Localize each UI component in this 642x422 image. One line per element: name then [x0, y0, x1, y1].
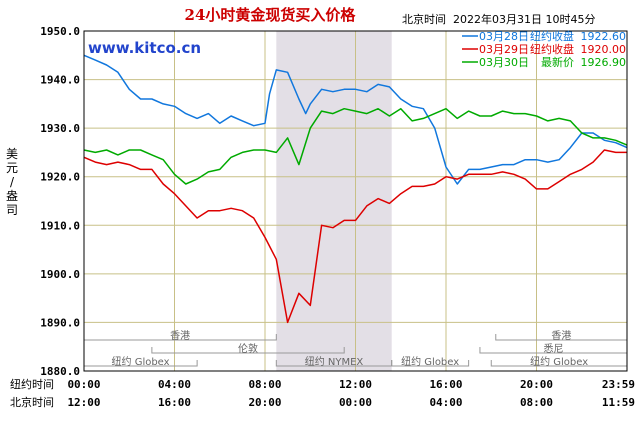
legend-caption: 最新价 [541, 55, 574, 69]
x-tick-label-bj: 04:00 [429, 396, 462, 409]
market-session-label: 纽约 Globex [112, 355, 170, 368]
x-tick-labels: 00:00 12:00 04:00 16:00 08:00 20:00 12:00 00:00… [67, 378, 635, 409]
legend-caption: 纽约收盘 [530, 29, 574, 43]
market-session-label: 纽约 Globex [401, 355, 459, 368]
market-session-label: 悉尼 [543, 343, 563, 355]
y-tick-label: 1910.0 [40, 219, 80, 232]
market-session-label: 纽约 NYMEX [305, 355, 364, 368]
market-session-label: 香港 [170, 330, 190, 342]
series-line-3 [83, 107, 628, 185]
y-axis-label: 美元/盎司 [6, 147, 18, 217]
legend-date: 03月28日 [479, 30, 529, 43]
x-row-label-ny: 纽约时间 [10, 377, 54, 391]
y-axis-label-char: 盎 [6, 189, 18, 203]
y-axis-label-char: / [10, 175, 15, 189]
market-session-bar [391, 360, 470, 367]
x-tick-label-bj: 00:00 [339, 396, 372, 409]
chart-title: 24小时黄金现货买入价格 [185, 6, 357, 24]
x-tick-label-bj: 12:00 [67, 396, 100, 409]
y-axis-label-char: 司 [6, 203, 18, 217]
legend-value: 1920.00 [581, 43, 627, 56]
x-tick-label-bj: 11:59 [602, 396, 635, 409]
market-session-label: 纽约 Globex [530, 355, 588, 368]
price-series [83, 54, 628, 324]
x-tick-label-ny: 23:59 [602, 378, 635, 391]
x-tick-label-ny: 20:00 [520, 378, 553, 391]
series-line-1 [83, 54, 628, 185]
beijing-datetime: 北京时间 2022年03月31日 10时45分 [402, 12, 595, 26]
kitco-brand: www.kitco.cn [88, 39, 201, 57]
x-tick-label-bj: 16:00 [158, 396, 191, 409]
legend-caption: 纽约收盘 [530, 42, 574, 56]
legend-value: 1922.60 [581, 30, 627, 43]
y-tick-labels: 1950.0 1940.0 1930.0 1920.0 1910.0 1900.0 1890… [40, 25, 80, 378]
x-row-label-bj: 北京时间 [10, 395, 54, 409]
y-tick-label: 1920.0 [40, 171, 80, 184]
plot-frame [83, 30, 628, 372]
y-tick-label: 1940.0 [40, 74, 80, 87]
x-tick-label-bj: 08:00 [520, 396, 553, 409]
x-tick-label-ny: 12:00 [339, 378, 372, 391]
legend-date: 03月30日 [479, 56, 529, 69]
market-session-label: 伦敦 [238, 342, 258, 355]
legend: 03月28日 纽约收盘 1922.60 03月29日 纽约收盘 1920.00 03月30日… [462, 29, 626, 69]
y-tick-label: 1880.0 [40, 365, 80, 378]
series-line-2 [83, 149, 627, 324]
x-tick-label-ny: 00:00 [67, 378, 100, 391]
y-axis-label-char: 美 [6, 147, 18, 161]
legend-value: 1926.90 [581, 56, 627, 69]
market-session-label: 香港 [551, 330, 571, 342]
y-tick-label: 1900.0 [40, 268, 80, 281]
legend-date: 03月29日 [479, 43, 529, 56]
market-session-bar [151, 347, 345, 354]
y-axis-label-char: 元 [6, 161, 18, 175]
y-tick-label: 1950.0 [40, 25, 80, 38]
y-tick-label: 1930.0 [40, 122, 80, 135]
y-tick-label: 1890.0 [40, 316, 80, 329]
x-tick-label-bj: 20:00 [248, 396, 281, 409]
x-tick-label-ny: 04:00 [158, 378, 191, 391]
x-tick-label-ny: 16:00 [429, 378, 462, 391]
x-tick-label-ny: 08:00 [248, 378, 281, 391]
